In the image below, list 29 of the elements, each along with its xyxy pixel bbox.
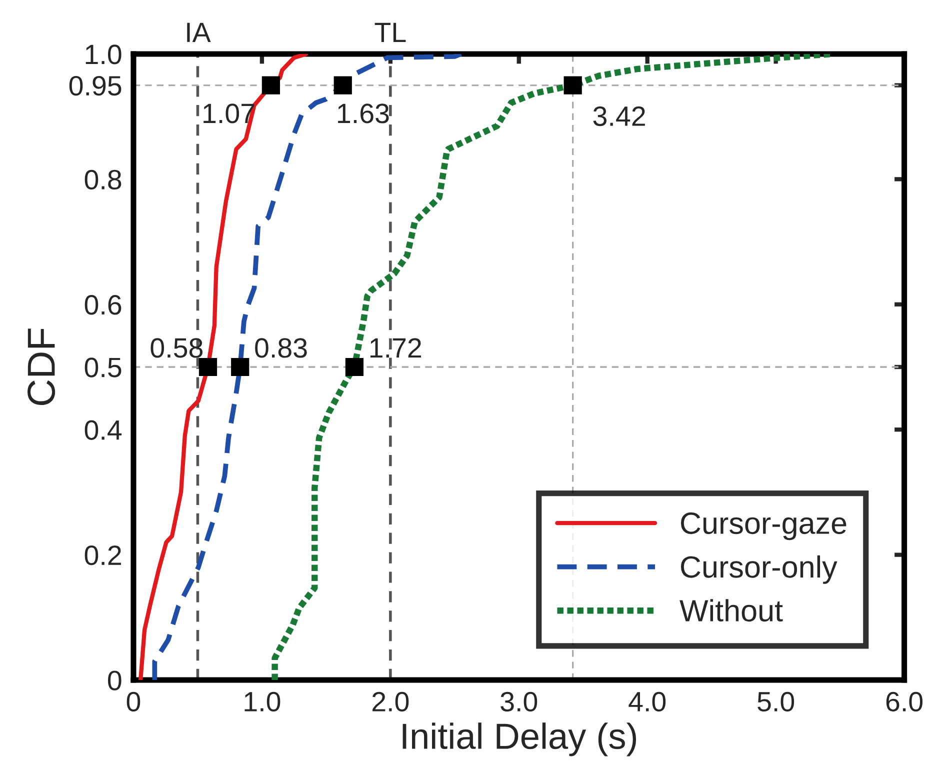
y-tick-label: 0.95 (69, 76, 122, 96)
x-tick-label: 4.0 (628, 692, 666, 712)
x-tick-label: 1.0 (244, 692, 280, 712)
y-tick-label: 0.4 (84, 420, 122, 440)
x-tick-label: 5.0 (758, 692, 794, 712)
x-tick-label: 0 (126, 692, 140, 712)
legend-label: Cursor-gaze (680, 512, 846, 540)
annotation: 3.42 (593, 106, 645, 126)
x-tick-label: 3.0 (500, 692, 538, 712)
line-series (152, 54, 464, 680)
ref-line-label: IA (187, 22, 211, 42)
annotation: 0.83 (255, 338, 307, 358)
annotation: 1.72 (370, 338, 421, 358)
legend-label: Without (680, 599, 783, 622)
x-tick-label: 2.0 (372, 692, 409, 712)
y-axis-title: CDF (28, 328, 56, 405)
y-tick-label: 1.0 (86, 44, 122, 64)
line-series (138, 54, 308, 680)
annotation: 0.58 (150, 338, 203, 358)
y-tick-label: 0.2 (84, 545, 121, 566)
x-tick-label: 6.0 (886, 692, 923, 712)
y-tick-label: 0.8 (84, 170, 122, 190)
y-tick-label: 0 (108, 670, 122, 690)
annotation: 1.63 (338, 104, 389, 124)
legend-label: Cursor-only (680, 555, 838, 584)
y-tick-label: 0.5 (84, 358, 122, 378)
ref-line-label: TL (374, 22, 406, 42)
x-axis-title: Initial Delay (s) (402, 722, 636, 756)
y-tick-label: 0.6 (84, 295, 122, 315)
